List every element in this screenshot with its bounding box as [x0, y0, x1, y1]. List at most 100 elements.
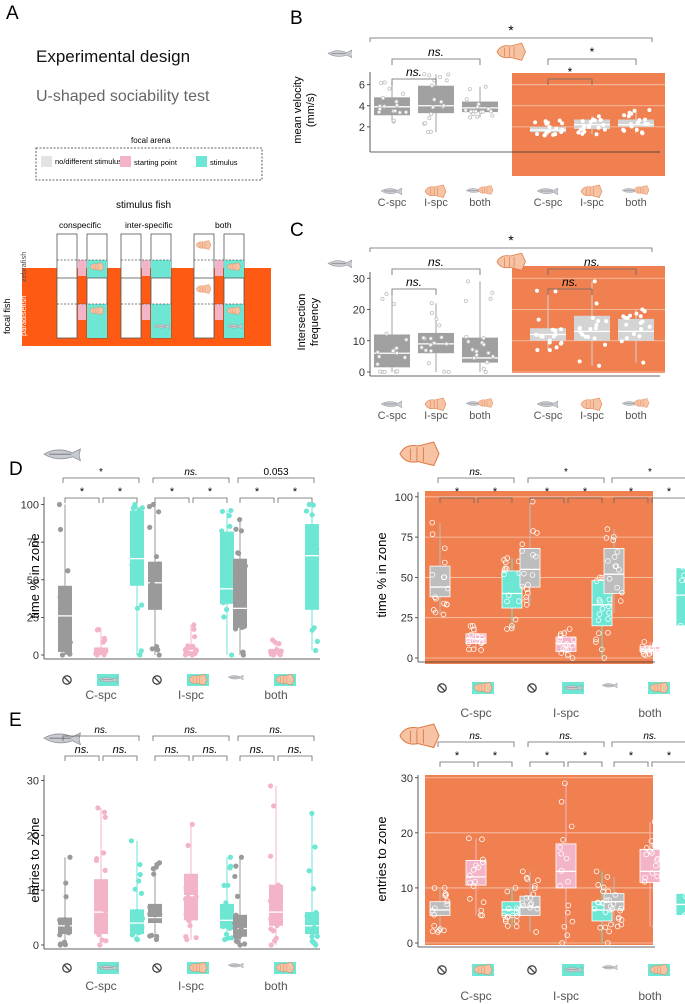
box-I-spc — [574, 114, 610, 137]
data-point — [648, 838, 655, 844]
data-point — [626, 114, 631, 119]
data-point — [533, 929, 539, 935]
data-point — [488, 109, 493, 114]
data-point — [651, 819, 658, 825]
box-I-spc-2 — [220, 854, 235, 943]
box-body — [555, 843, 577, 889]
data-point — [477, 912, 484, 918]
x-tick-label: I-spc — [178, 688, 204, 702]
paradisefish-icon — [226, 262, 241, 271]
data-point — [600, 884, 607, 891]
significance-label: * — [568, 65, 573, 79]
data-point — [631, 331, 636, 336]
zebrafish-icon — [563, 966, 583, 974]
zebrafish-icon — [601, 682, 618, 689]
significance-bracket: * — [192, 486, 228, 503]
significance-label: ns. — [184, 725, 197, 736]
data-point — [554, 345, 559, 350]
data-point — [634, 127, 639, 132]
data-point — [564, 932, 571, 939]
data-point — [547, 125, 552, 130]
data-point — [595, 900, 602, 906]
data-point — [556, 639, 563, 646]
box-C-spc-0 — [57, 854, 73, 948]
data-point — [101, 850, 107, 856]
box-body — [58, 585, 72, 652]
paradisefish-icon — [89, 262, 104, 271]
paradisefish-icon — [580, 184, 603, 198]
data-point — [643, 851, 650, 858]
data-point — [232, 583, 239, 590]
data-point — [392, 301, 397, 306]
data-point — [464, 97, 469, 102]
box-body — [305, 524, 319, 610]
data-point — [628, 313, 633, 318]
chart-E-zebrafish: 0 10 20 30 entries to zone C-spc I-spc both ns. n… — [27, 725, 320, 993]
data-point — [62, 917, 68, 923]
box-body — [618, 318, 654, 341]
data-point — [560, 121, 565, 126]
data-point — [602, 924, 609, 930]
data-point — [232, 920, 238, 926]
data-point — [565, 646, 572, 653]
y-axis-label: Intersection — [296, 294, 308, 351]
data-point — [238, 528, 245, 534]
zebrafish-icon — [380, 187, 403, 196]
data-point — [578, 330, 583, 335]
data-point — [603, 535, 610, 541]
data-point — [268, 916, 274, 922]
data-point — [187, 923, 193, 929]
no-stimulus-icon — [437, 683, 447, 693]
y-tick-label: 10 — [353, 336, 365, 348]
data-point — [551, 132, 556, 137]
data-point — [271, 803, 277, 809]
data-point — [649, 850, 655, 856]
box-I-spc-0 — [519, 498, 541, 608]
data-point — [382, 104, 387, 109]
box-I-spc-1 — [555, 780, 577, 946]
data-point — [641, 360, 646, 365]
data-point — [642, 309, 647, 314]
y-axis-label: mean velocity — [292, 76, 304, 144]
data-point — [463, 298, 468, 303]
data-point — [96, 648, 102, 654]
data-point — [504, 923, 511, 929]
paradisefish-icon — [424, 397, 447, 411]
panel-a-title: Experimental design — [36, 47, 190, 66]
x-tick-label: both — [638, 989, 661, 1003]
data-point — [66, 605, 72, 612]
data-point — [233, 912, 239, 918]
stimulus-tank-icon — [274, 673, 296, 686]
data-point — [649, 870, 656, 876]
data-point — [638, 320, 643, 325]
data-point — [237, 516, 243, 523]
data-point — [553, 289, 558, 294]
data-point — [65, 596, 71, 602]
y-tick-label: 30 — [353, 273, 365, 285]
data-point — [437, 323, 442, 328]
data-point — [147, 604, 154, 610]
data-point — [310, 886, 316, 892]
data-point — [525, 582, 531, 588]
stimulus-tank-icon — [472, 963, 494, 976]
legend-swatch-grey — [41, 156, 52, 167]
data-point — [618, 921, 625, 928]
data-point — [239, 571, 245, 577]
data-point — [382, 80, 387, 85]
significance-bracket: * — [567, 486, 603, 503]
y-axis-label: time % in zone — [374, 532, 389, 617]
data-point — [443, 892, 449, 898]
data-point — [303, 508, 310, 514]
data-point — [471, 638, 478, 644]
data-point — [439, 99, 444, 104]
y-tick-label: 30 — [401, 773, 413, 785]
significance-bracket: * — [547, 65, 593, 85]
data-point — [559, 340, 564, 345]
data-point — [306, 501, 312, 508]
significance-label: * — [255, 486, 260, 498]
significance-label: ns. — [428, 255, 444, 269]
no-stimulus-icon — [152, 675, 162, 685]
data-point — [586, 124, 591, 129]
paradisefish-icon — [424, 184, 447, 198]
significance-bracket: * — [527, 467, 605, 483]
